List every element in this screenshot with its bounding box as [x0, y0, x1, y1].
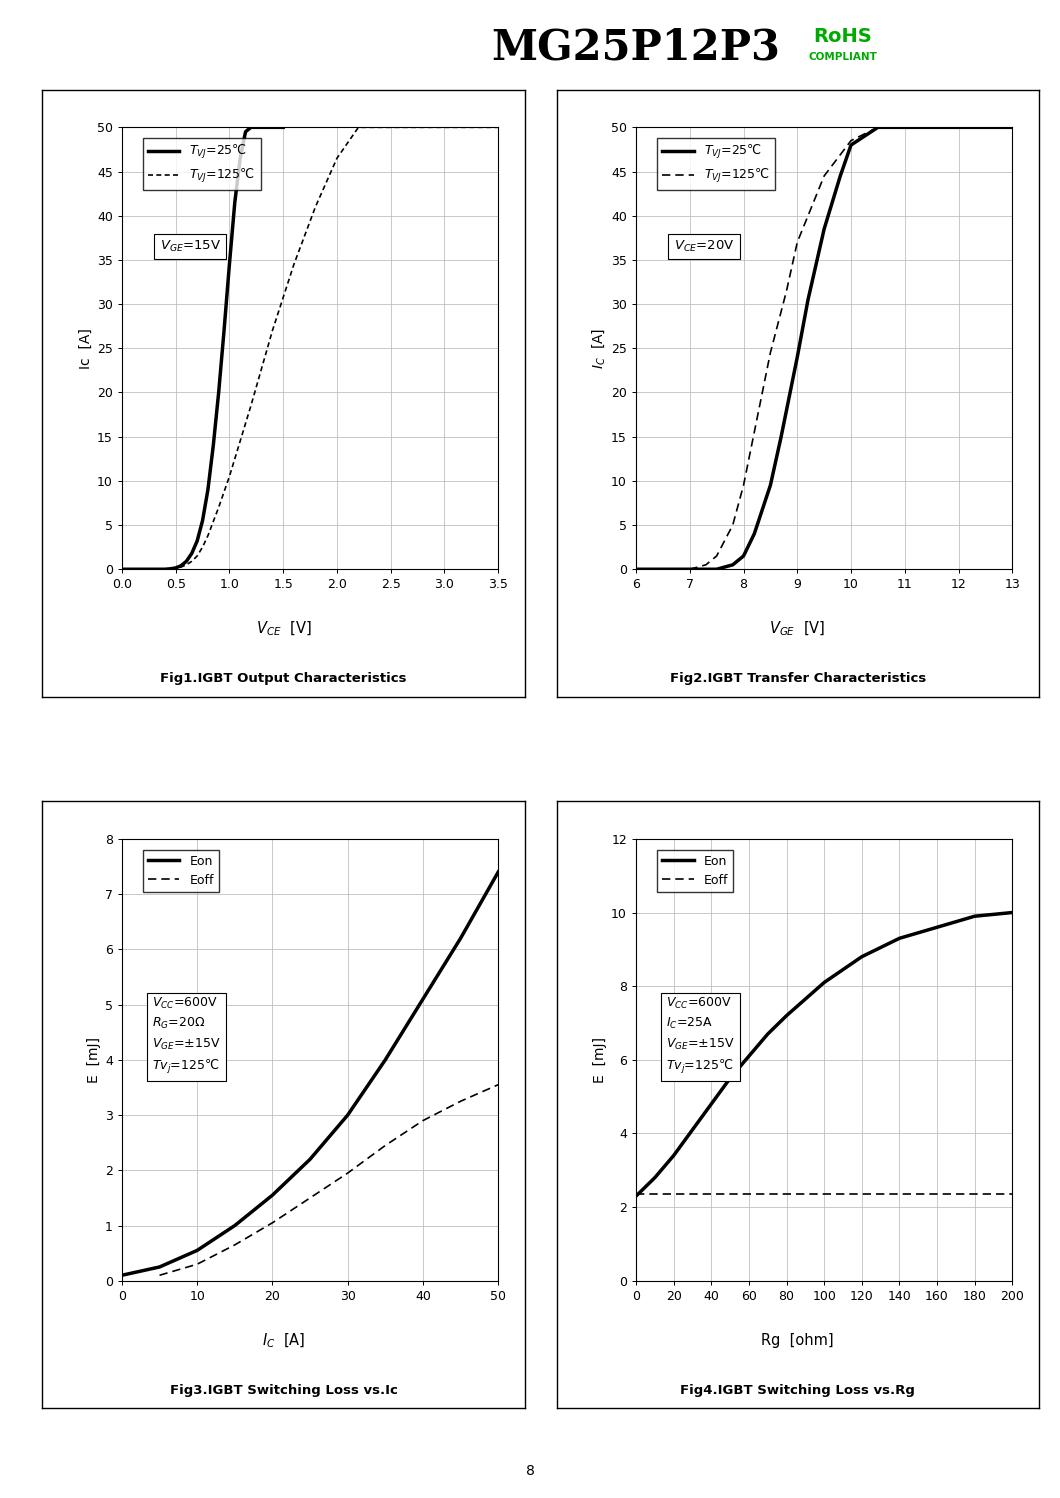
Text: Fig3.IGBT Switching Loss vs.Ic: Fig3.IGBT Switching Loss vs.Ic — [170, 1384, 398, 1396]
Legend: Eon, Eoff: Eon, Eoff — [657, 849, 734, 891]
Text: 8: 8 — [526, 1464, 534, 1479]
Text: Fig1.IGBT Output Characteristics: Fig1.IGBT Output Characteristics — [160, 673, 407, 685]
Text: $I_C$  [A]: $I_C$ [A] — [262, 1332, 305, 1350]
Y-axis label: E  [mJ]: E [mJ] — [87, 1037, 101, 1083]
Text: $V_{CE}$=20V: $V_{CE}$=20V — [674, 240, 735, 255]
Text: Fig4.IGBT Switching Loss vs.Rg: Fig4.IGBT Switching Loss vs.Rg — [681, 1384, 915, 1396]
Legend: Eon, Eoff: Eon, Eoff — [143, 849, 219, 891]
Text: $V_{GE}$  [V]: $V_{GE}$ [V] — [770, 620, 826, 638]
Y-axis label: $I_C$  [A]: $I_C$ [A] — [590, 328, 606, 369]
Legend: $T_{VJ}$=25℃, $T_{VJ}$=125℃: $T_{VJ}$=25℃, $T_{VJ}$=125℃ — [657, 138, 775, 190]
Text: $V_{CC}$=600V
$R_G$=20Ω
$V_{GE}$=±15V
$Tv_j$=125℃: $V_{CC}$=600V $R_G$=20Ω $V_{GE}$=±15V $T… — [152, 996, 220, 1076]
Y-axis label: E  [mJ]: E [mJ] — [593, 1037, 607, 1083]
Legend: $T_{VJ}$=25℃, $T_{VJ}$=125℃: $T_{VJ}$=25℃, $T_{VJ}$=125℃ — [143, 138, 261, 190]
Text: MG25P12P3: MG25P12P3 — [492, 27, 780, 69]
Text: $V_{CC}$=600V
$I_C$=25A
$V_{GE}$=±15V
$Tv_j$=125℃: $V_{CC}$=600V $I_C$=25A $V_{GE}$=±15V $T… — [666, 996, 735, 1076]
Text: $V_{GE}$=15V: $V_{GE}$=15V — [159, 240, 220, 255]
Text: Fig2.IGBT Transfer Characteristics: Fig2.IGBT Transfer Characteristics — [670, 673, 925, 685]
Text: RoHS: RoHS — [813, 27, 872, 46]
Text: Rg  [ohm]: Rg [ohm] — [761, 1333, 834, 1348]
Text: COMPLIANT: COMPLIANT — [809, 52, 877, 61]
Text: $V_{CE}$  [V]: $V_{CE}$ [V] — [255, 620, 312, 638]
Y-axis label: Ic  [A]: Ic [A] — [78, 328, 92, 369]
